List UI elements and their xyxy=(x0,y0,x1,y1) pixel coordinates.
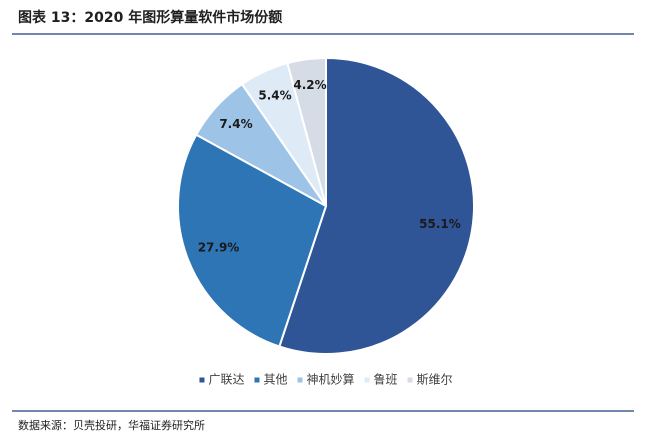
legend-marker xyxy=(407,377,413,383)
pie-slice xyxy=(278,56,475,355)
pie-slice xyxy=(286,56,327,207)
legend-label: 神机妙算 xyxy=(306,372,354,387)
legend-label: 广联达 xyxy=(208,373,244,387)
pie-slice xyxy=(177,133,328,348)
data-label: 55.1% xyxy=(419,217,461,231)
legend-marker xyxy=(199,377,205,383)
legend-label: 其他 xyxy=(263,373,287,387)
legend-label: 鲁班 xyxy=(374,373,398,387)
legend-marker xyxy=(364,377,370,383)
data-label: 4.2% xyxy=(293,78,326,92)
data-label: 5.4% xyxy=(258,88,291,102)
legend-marker xyxy=(254,377,260,383)
source-note: 数据来源：贝壳投研，华福证券研究所 xyxy=(18,418,205,432)
legend-marker xyxy=(297,377,303,383)
chart-title: 图表 13：2020 年图形算量软件市场份额 xyxy=(18,9,282,26)
data-label: 27.9% xyxy=(198,241,240,255)
data-label: 7.4% xyxy=(219,117,252,131)
legend-label: 斯维尔 xyxy=(417,372,453,387)
